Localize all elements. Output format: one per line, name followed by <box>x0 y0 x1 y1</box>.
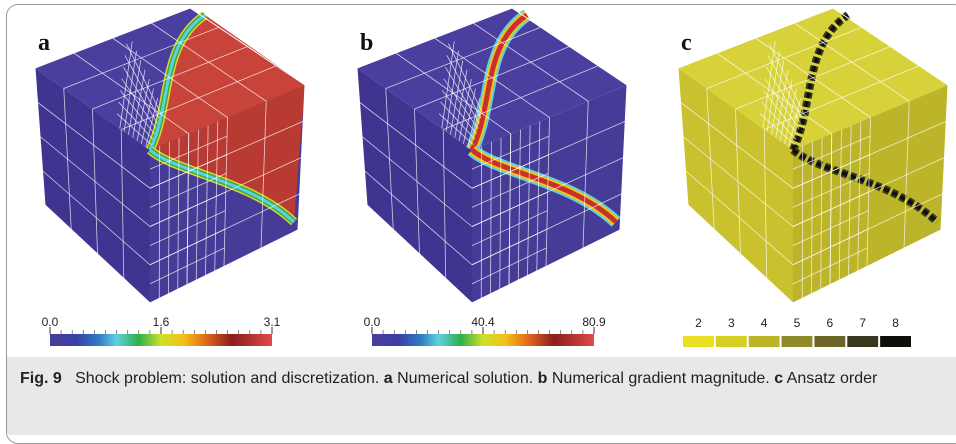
legend-label: 8 <box>892 316 899 330</box>
page: a 0.0 1.6 3.1 b 0.0 40.4 80.9 c 2 3 4 5 6 7 8 Fig. 9 Sh… <box>0 0 956 435</box>
part-text: Numerical solution. <box>397 370 533 387</box>
cube-panel: a 0.0 1.6 3.1 <box>35 8 305 346</box>
legend-swatch <box>782 336 813 347</box>
legend-swatch <box>880 336 911 347</box>
panel-label: a <box>38 30 50 56</box>
part-label: a <box>384 370 393 387</box>
part-label: c <box>774 370 783 387</box>
legend-label: 6 <box>827 316 834 330</box>
colorbar-tick-label: 1.6 <box>153 315 170 329</box>
part-label: b <box>538 370 548 387</box>
cube-panel: c 2 3 4 5 6 7 8 <box>678 8 948 347</box>
legend-label: 7 <box>859 316 866 330</box>
colorbar <box>50 334 272 346</box>
caption-text: Shock problem: solution and discretizati… <box>75 370 379 387</box>
colorbar-tick-label: 80.9 <box>582 315 606 329</box>
colorbar-tick-label: 0.0 <box>42 315 59 329</box>
part-text: Numerical gradient magnitude. <box>552 370 770 387</box>
legend-swatch <box>847 336 878 347</box>
part-text: Ansatz order <box>787 370 878 387</box>
caption: Fig. 9 Shock problem: solution and discr… <box>20 364 945 393</box>
figure-label: Fig. 9 <box>20 370 62 387</box>
cube-panel: b 0.0 40.4 80.9 <box>357 8 627 346</box>
legend-label: 4 <box>761 316 768 330</box>
colorbar-tick-label: 40.4 <box>471 315 495 329</box>
legend-label: 3 <box>728 316 735 330</box>
legend-swatch <box>716 336 747 347</box>
panel-label: c <box>681 30 692 56</box>
colorbar <box>372 334 594 346</box>
legend-swatch <box>814 336 845 347</box>
legend-swatch <box>683 336 714 347</box>
legend-label: 2 <box>695 316 702 330</box>
legend-swatch <box>749 336 780 347</box>
colorbar-tick-label: 0.0 <box>364 315 381 329</box>
panel-label: b <box>360 30 373 56</box>
figure: a 0.0 1.6 3.1 b 0.0 40.4 80.9 c 2 3 4 5 6 7 8 <box>0 0 956 360</box>
colorbar-tick-label: 3.1 <box>264 315 281 329</box>
legend-label: 5 <box>794 316 801 330</box>
